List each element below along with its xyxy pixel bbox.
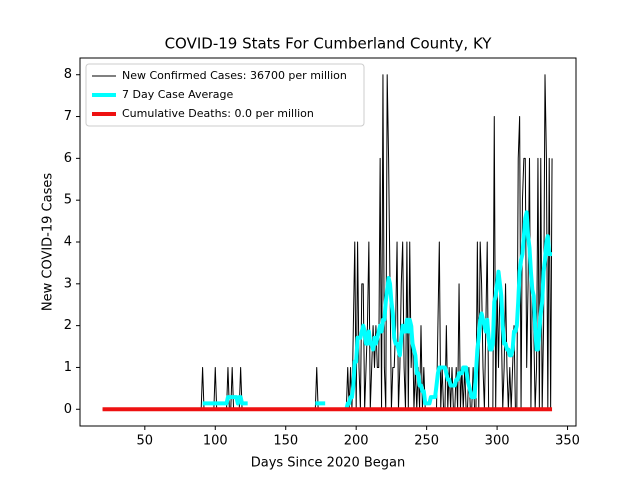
legend-label: New Confirmed Cases: 36700 per million bbox=[122, 69, 347, 82]
x-tick-label: 300 bbox=[485, 434, 510, 449]
y-tick-label: 3 bbox=[64, 276, 72, 291]
x-tick-label: 100 bbox=[203, 434, 228, 449]
x-tick-label: 350 bbox=[555, 434, 580, 449]
y-tick-label: 5 bbox=[64, 193, 72, 208]
x-tick-label: 50 bbox=[137, 434, 154, 449]
series-line bbox=[202, 210, 553, 410]
legend-label: 7 Day Case Average bbox=[122, 88, 234, 101]
x-tick-label: 250 bbox=[414, 434, 439, 449]
y-tick-label: 4 bbox=[64, 235, 72, 250]
y-tick-label: 8 bbox=[64, 67, 72, 82]
y-tick-label: 6 bbox=[64, 151, 72, 166]
legend-box bbox=[85, 63, 365, 127]
x-tick-label: 150 bbox=[273, 434, 298, 449]
chart-title: COVID-19 Stats For Cumberland County, KY bbox=[165, 35, 493, 53]
x-tick-label: 200 bbox=[344, 434, 369, 449]
x-axis-label: Days Since 2020 Began bbox=[251, 456, 406, 471]
y-tick-label: 7 bbox=[64, 109, 72, 124]
y-axis-label: New COVID-19 Cases bbox=[41, 173, 56, 311]
plot-frame bbox=[79, 57, 577, 427]
y-tick-label: 2 bbox=[64, 318, 72, 333]
y-tick-label: 1 bbox=[64, 360, 72, 375]
y-tick-label: 0 bbox=[64, 402, 72, 417]
legend-label: Cumulative Deaths: 0.0 per million bbox=[122, 107, 314, 120]
